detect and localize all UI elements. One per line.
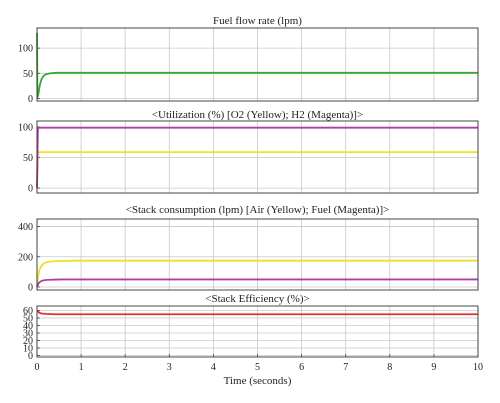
x-axis-label: Time (seconds) xyxy=(224,375,292,387)
chart-title: <Stack Efficiency (%)> xyxy=(205,293,309,305)
y-tick-label: 0 xyxy=(28,184,33,195)
series-line-1 xyxy=(36,259,478,288)
y-tick-label: 50 xyxy=(23,69,33,80)
y-tick-label: 0 xyxy=(28,282,33,293)
series-line-1 xyxy=(36,309,478,316)
chart-title: <Utilization (%) [O2 (Yellow); H2 (Magen… xyxy=(152,109,363,121)
y-tick-label: 0 xyxy=(28,351,33,362)
chart-title: <Stack consumption (lpm) [Air (Yellow); … xyxy=(126,204,390,216)
y-tick-label: 10 xyxy=(23,344,33,355)
x-tick-label: 0 xyxy=(35,362,40,373)
plot-frame xyxy=(36,218,479,291)
x-tick-label: 5 xyxy=(255,362,260,373)
y-tick-label: 200 xyxy=(18,252,33,263)
chart-panel-1: Fuel flow rate (lpm) 0 50 100 xyxy=(18,15,479,105)
y-tick-label: 0 xyxy=(28,94,33,105)
series-line-2 xyxy=(36,278,478,288)
x-tick-label: 2 xyxy=(123,362,128,373)
chart-panel-3: <Stack consumption (lpm) [Air (Yellow); … xyxy=(18,204,479,293)
series-line-1 xyxy=(36,33,478,99)
x-tick-label: 10 xyxy=(473,362,483,373)
x-tick-label: 1 xyxy=(79,362,84,373)
chart-panel-2: <Utilization (%) [O2 (Yellow); H2 (Magen… xyxy=(18,109,479,195)
x-tick-label: 6 xyxy=(299,362,304,373)
y-tick-label: 50 xyxy=(23,314,33,325)
y-tick-label: 40 xyxy=(23,321,33,332)
x-tick-label: 7 xyxy=(343,362,348,373)
chart-title: Fuel flow rate (lpm) xyxy=(213,15,302,27)
y-tick-label: 50 xyxy=(23,153,33,164)
y-tick-label: 60 xyxy=(23,306,33,317)
plot-frame xyxy=(36,27,479,102)
x-tick-label: 9 xyxy=(431,362,436,373)
plot-frame xyxy=(36,120,479,194)
y-tick-label: 30 xyxy=(23,329,33,340)
x-tick-label: 4 xyxy=(211,362,216,373)
y-tick-label: 100 xyxy=(18,123,33,134)
y-tick-label: 20 xyxy=(23,336,33,347)
x-tick-label: 3 xyxy=(167,362,172,373)
x-tick-label: 8 xyxy=(387,362,392,373)
y-tick-label: 400 xyxy=(18,222,33,233)
y-tick-label: 100 xyxy=(18,44,33,55)
